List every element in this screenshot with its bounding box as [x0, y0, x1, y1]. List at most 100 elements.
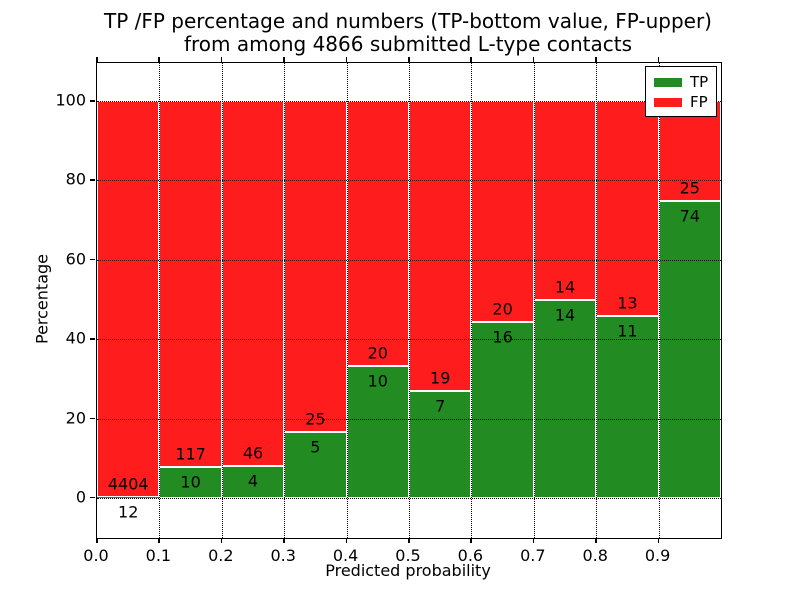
x-tick-label: 0.1: [145, 546, 172, 565]
y-tick-label: 20: [65, 408, 86, 428]
gridline-vertical: [596, 63, 598, 538]
fp-count-label: 25: [679, 178, 700, 198]
bar-labels-layer: 4404 12 117 10 46 4 25 5 20 10 19 7 20 16 14 14 13 11 25 74: [97, 63, 721, 538]
x-tick-mark: [532, 538, 535, 543]
gridline-vertical: [533, 63, 535, 538]
x-tick-mark: [96, 538, 98, 543]
tp-count-label: 4: [247, 471, 259, 491]
tp-bar-segment: [346, 365, 409, 498]
y-tick-label: 80: [65, 169, 86, 189]
fp-legend-swatch-icon: [654, 97, 682, 107]
y-tick-mark: [90, 338, 95, 340]
x-tick-label: 0.4: [332, 546, 359, 565]
fp-bar-segment: [159, 101, 222, 467]
y-tick-mark: [90, 258, 95, 261]
x-tick-mark-top: [470, 57, 472, 62]
x-tick-mark: [408, 538, 410, 543]
fp-count-label: 20: [492, 299, 513, 319]
x-tick-mark: [345, 538, 348, 543]
tp-count-label: 16: [492, 327, 513, 347]
legend-label-fp: FP: [690, 93, 708, 111]
tp-count-label: 10: [367, 371, 388, 391]
gridline-horizontal: [97, 259, 721, 261]
fp-count-label: 20: [367, 343, 388, 363]
x-tick-mark: [220, 538, 223, 543]
fp-bar-segment: [658, 101, 721, 202]
x-tick-mark-top: [283, 57, 285, 62]
x-tick-mark: [595, 538, 597, 543]
gridline-vertical: [284, 63, 286, 538]
x-tick-label: 0.9: [644, 546, 671, 565]
gridline-vertical: [658, 63, 660, 538]
x-tick-mark: [657, 538, 660, 543]
tp-bar-segment: [159, 466, 222, 498]
fp-bar-segment: [596, 101, 659, 317]
x-tick-label: 0.2: [208, 546, 234, 565]
chart-title-line2: from among 4866 submitted L-type contact…: [183, 32, 633, 56]
chart-title-line1: TP /FP percentage and numbers (TP-bottom…: [104, 9, 712, 33]
tp-count-label: 5: [310, 437, 321, 457]
tp-count-label: 7: [435, 396, 446, 416]
tp-bar-segment: [658, 201, 721, 498]
fp-count-label: 4404: [107, 474, 149, 494]
fp-count-label: 117: [175, 444, 206, 464]
x-tick-mark: [158, 538, 160, 543]
tp-count-label: 12: [118, 502, 139, 522]
x-tick-label: 0.0: [83, 546, 109, 565]
tp-bar-segment: [533, 299, 597, 498]
tp-count-label: 11: [617, 321, 638, 341]
x-tick-mark: [283, 538, 285, 543]
y-tick-mark: [90, 496, 95, 499]
y-axis-label: Percentage: [32, 253, 52, 345]
x-tick-mark-top: [595, 57, 597, 62]
x-tick-mark: [470, 538, 472, 543]
y-tick-label: 60: [65, 249, 86, 269]
gridline-vertical: [471, 63, 473, 538]
grid-layer: [97, 63, 721, 538]
tp-bar-segment: [409, 391, 472, 498]
gridline-vertical: [346, 63, 348, 538]
tp-legend-swatch-icon: [654, 77, 682, 87]
gridline-horizontal: [97, 418, 721, 420]
fp-bar-segment: [97, 101, 160, 497]
x-tick-label: 0.3: [270, 546, 296, 565]
gridline-horizontal: [97, 101, 721, 103]
y-tick-mark: [90, 179, 95, 181]
plot-area: 4404 12 117 10 46 4 25 5 20 10 19 7 20 16 14 14 13 11 25 74: [96, 62, 722, 539]
fp-bar-segment: [409, 101, 472, 392]
x-tick-mark-top: [345, 57, 348, 62]
x-tick-mark-top: [532, 57, 535, 62]
gridline-horizontal: [97, 339, 721, 341]
x-tick-mark-top: [220, 57, 223, 62]
gridline-vertical: [159, 63, 161, 538]
fp-count-label: 13: [617, 293, 638, 313]
y-tick-mark: [90, 417, 95, 420]
tp-count-label: 74: [679, 206, 700, 226]
tp-count-label: 10: [180, 472, 201, 492]
x-tick-label: 0.5: [395, 546, 421, 565]
fp-bar-segment: [533, 101, 597, 300]
tp-bar-segment: [471, 321, 534, 498]
x-tick-mark-top: [408, 57, 410, 62]
y-tick-label: 40: [65, 328, 86, 348]
bars-layer: [97, 63, 721, 538]
fp-count-label: 14: [554, 277, 576, 296]
fp-count-label: 19: [430, 368, 451, 388]
gridline-horizontal: [97, 180, 721, 182]
tp-count-label: 14: [554, 305, 576, 324]
y-tick-label: 0: [75, 487, 86, 507]
gridline-vertical: [409, 63, 410, 538]
gridline-horizontal: [97, 497, 721, 499]
legend-row-tp: TP: [646, 72, 716, 92]
x-tick-label: 0.6: [457, 546, 484, 565]
tp-bar-segment: [596, 316, 659, 498]
fp-count-label: 25: [305, 409, 326, 429]
gridline-vertical: [221, 63, 223, 538]
x-tick-mark-top: [158, 57, 160, 62]
x-tick-mark-top: [657, 57, 660, 62]
legend-label-tp: TP: [690, 73, 709, 91]
y-tick-label: 100: [55, 90, 86, 110]
y-tick-mark: [90, 100, 95, 102]
fp-count-label: 46: [242, 443, 264, 463]
